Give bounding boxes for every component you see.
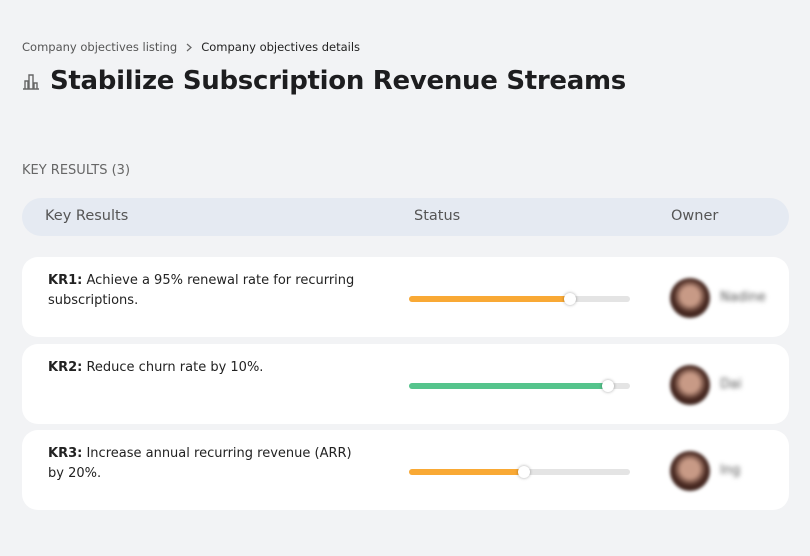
progress-fill bbox=[409, 383, 608, 389]
owner-name: Ing bbox=[720, 463, 741, 478]
page-title: Stabilize Subscription Revenue Streams bbox=[22, 66, 626, 96]
title-text: Stabilize Subscription Revenue Streams bbox=[50, 66, 626, 96]
key-result-text: KR2: Reduce churn rate by 10%. bbox=[48, 358, 368, 378]
progress-knob bbox=[564, 293, 577, 305]
key-result-row[interactable]: KR3: Increase annual recurring revenue (… bbox=[22, 430, 789, 510]
key-result-text: KR1: Achieve a 95% renewal rate for recu… bbox=[48, 271, 368, 311]
owner-avatar bbox=[670, 365, 710, 405]
breadcrumb-link[interactable]: Company objectives listing bbox=[22, 40, 178, 54]
owner-name: Dai bbox=[720, 377, 742, 392]
column-header: Status bbox=[414, 208, 461, 224]
owner-avatar bbox=[670, 451, 710, 491]
key-result-id: KR2: bbox=[48, 360, 83, 375]
column-header: Owner bbox=[671, 208, 719, 224]
progress-knob bbox=[517, 466, 530, 478]
key-result-row[interactable]: KR1: Achieve a 95% renewal rate for recu… bbox=[22, 257, 789, 337]
breadcrumb-separator bbox=[186, 43, 193, 51]
title-icon bbox=[23, 74, 39, 90]
progress-fill bbox=[409, 469, 524, 475]
owner-avatar bbox=[670, 278, 710, 318]
breadcrumb: Company objectives listing Company objec… bbox=[22, 40, 360, 54]
key-result-description: Increase annual recurring revenue (ARR) … bbox=[48, 446, 352, 481]
key-result-text: KR3: Increase annual recurring revenue (… bbox=[48, 444, 368, 484]
key-result-id: KR3: bbox=[48, 446, 83, 461]
table-header: Key Results Status Owner bbox=[22, 198, 789, 236]
progress-track bbox=[409, 466, 630, 478]
progress-knob bbox=[601, 380, 614, 392]
section-label: KEY RESULTS (3) bbox=[22, 163, 131, 178]
progress-fill bbox=[409, 296, 571, 302]
breadcrumb-current: Company objectives details bbox=[201, 40, 361, 54]
key-result-id: KR1: bbox=[48, 273, 83, 288]
key-result-description: Achieve a 95% renewal rate for recurring… bbox=[48, 273, 355, 308]
key-result-row[interactable]: KR2: Reduce churn rate by 10%. Dai bbox=[22, 344, 789, 424]
column-header: Key Results bbox=[45, 208, 129, 224]
owner-name: Nadine bbox=[720, 290, 766, 305]
key-result-description: Reduce churn rate by 10%. bbox=[86, 360, 264, 375]
progress-track bbox=[409, 380, 630, 392]
progress-track bbox=[409, 293, 630, 305]
